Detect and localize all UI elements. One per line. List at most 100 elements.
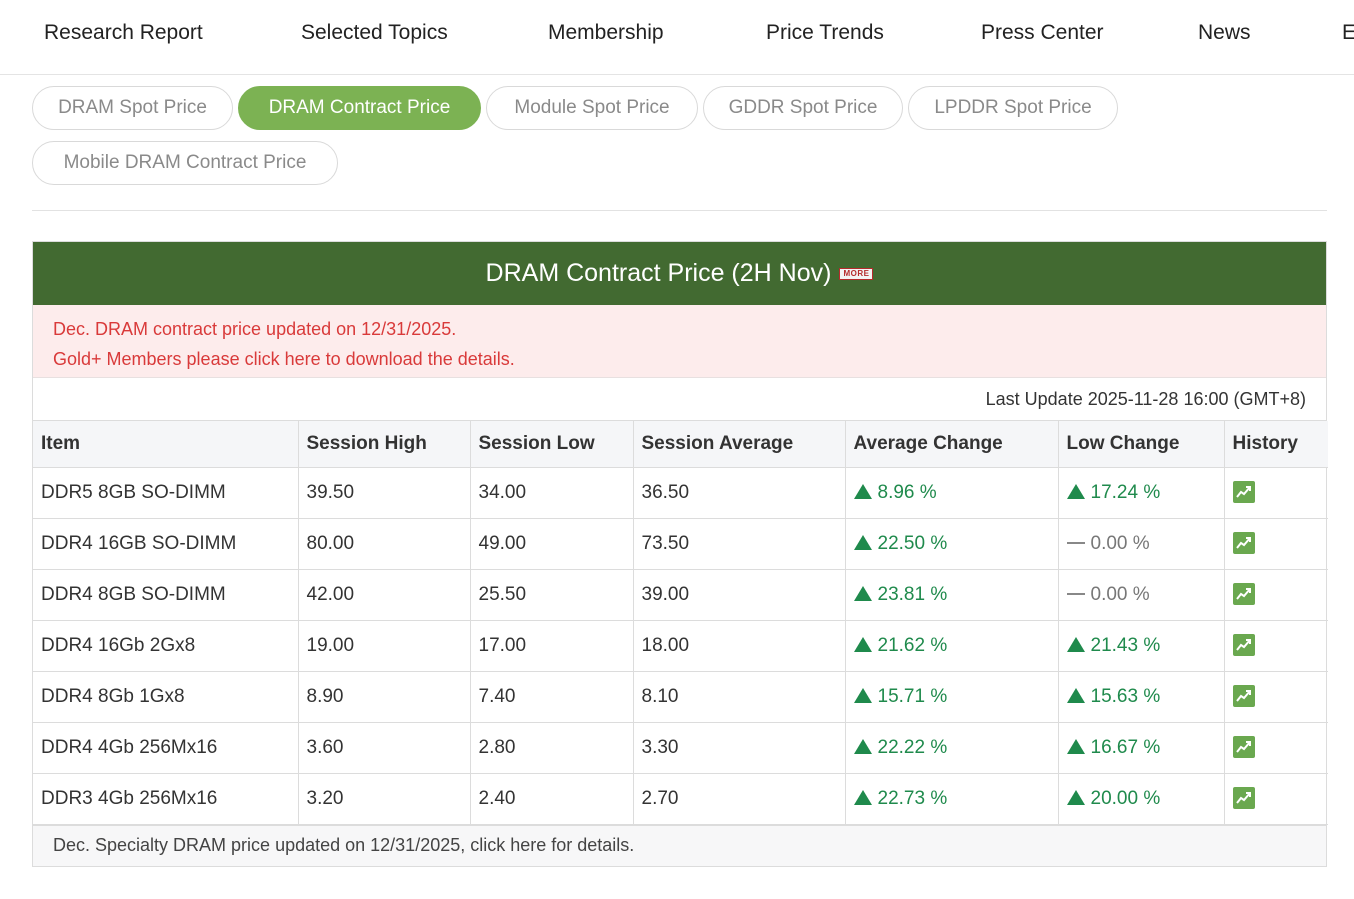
tab-mobile-dram-contract-price[interactable]: Mobile DRAM Contract Price [32,141,338,185]
cell-average-change-value: 23.81 % [877,583,948,605]
cell-item: DDR5 8GB SO-DIMM [33,467,299,519]
cell-history [1224,518,1328,570]
cell-average-change-value: 21.62 % [877,634,948,656]
flat-dash-icon [1066,541,1085,544]
cell-low-change: 0.00 % [1058,569,1225,621]
up-triangle-icon [1066,636,1085,652]
header-session-average: Session Average [633,421,846,468]
cell-session-average: 18.00 [633,620,846,672]
trend-chart-icon[interactable] [1232,634,1255,657]
tab-dram-contract-price[interactable]: DRAM Contract Price [238,86,481,130]
up-triangle-icon [1066,738,1085,754]
cell-session-average: 2.70 [633,773,846,825]
more-badge[interactable]: MORE [839,267,874,280]
nav-membership[interactable]: Membership [548,21,664,44]
cell-item: DDR4 4Gb 256Mx16 [33,722,299,774]
cell-low-change-value: 15.63 % [1090,685,1161,707]
table-row: DDR4 16GB SO-DIMM 80.00 49.00 73.50 22.50 % 0… [33,518,1328,570]
cell-low-change: 0.00 % [1058,518,1225,570]
trend-chart-icon[interactable] [1232,787,1255,810]
cell-average-change-value: 22.22 % [877,736,948,758]
cell-session-average: 39.00 [633,569,846,621]
nav-selected-topics[interactable]: Selected Topics [301,21,448,44]
table-header-row: Item Session High Session Low Session Av… [33,421,1328,468]
cell-item: DDR3 4Gb 256Mx16 [33,773,299,825]
cell-item: DDR4 16GB SO-DIMM [33,518,299,570]
trend-chart-icon[interactable] [1232,532,1255,555]
nav-research-report[interactable]: Research Report [44,21,203,44]
table-row: DDR4 16Gb 2Gx8 19.00 17.00 18.00 21.62 % 21.4… [33,620,1328,672]
up-triangle-icon [1066,687,1085,703]
cell-session-average: 3.30 [633,722,846,774]
trend-chart-icon[interactable] [1232,685,1255,708]
notice-line-1[interactable]: Dec. DRAM contract price updated on 12/3… [53,319,457,339]
cell-session-average: 36.50 [633,467,846,519]
nav-press-center[interactable]: Press Center [981,21,1104,44]
cell-average-change: 8.96 % [845,467,1059,519]
cell-session-high: 19.00 [298,620,471,672]
table-row: DDR3 4Gb 256Mx16 3.20 2.40 2.70 22.73 % 20.00… [33,773,1328,825]
tab-lpddr-spot-price[interactable]: LPDDR Spot Price [908,86,1118,130]
table-row: DDR4 8Gb 1Gx8 8.90 7.40 8.10 15.71 % 15.63 % [33,671,1328,723]
cell-session-high: 3.60 [298,722,471,774]
up-triangle-icon [853,789,872,805]
notice-line-2[interactable]: Gold+ Members please click here to downl… [53,349,515,369]
cell-history [1224,467,1328,519]
cell-low-change: 17.24 % [1058,467,1225,519]
nav-item-truncated[interactable]: E [1342,21,1354,45]
header-average-change: Average Change [845,421,1059,468]
cell-low-change-value: 17.24 % [1090,481,1161,503]
panel-header: DRAM Contract Price (2H Nov) MORE [33,242,1326,305]
cell-average-change-value: 15.71 % [877,685,948,707]
cell-session-low: 34.00 [470,467,634,519]
cell-low-change: 16.67 % [1058,722,1225,774]
cell-item: DDR4 8GB SO-DIMM [33,569,299,621]
up-triangle-icon [1066,483,1085,499]
cell-average-change: 22.22 % [845,722,1059,774]
nav-news[interactable]: News [1198,21,1251,44]
table-row: DDR4 8GB SO-DIMM 42.00 25.50 39.00 23.81 % 0.… [33,569,1328,621]
cell-average-change-value: 22.73 % [877,787,948,809]
cell-history [1224,722,1328,774]
cell-session-high: 8.90 [298,671,471,723]
cell-average-change-value: 8.96 % [877,481,937,503]
price-panel: DRAM Contract Price (2H Nov) MORE Dec. D… [32,241,1328,867]
up-triangle-icon [853,483,872,499]
up-triangle-icon [853,534,872,550]
cell-item: DDR4 16Gb 2Gx8 [33,620,299,672]
price-table: Item Session High Session Low Session Av… [33,421,1328,825]
trend-chart-icon[interactable] [1232,481,1255,504]
cell-low-change-value: 21.43 % [1090,634,1161,656]
cell-session-low: 2.80 [470,722,634,774]
cell-session-high: 39.50 [298,467,471,519]
cell-session-average: 73.50 [633,518,846,570]
table-row: DDR4 4Gb 256Mx16 3.60 2.80 3.30 22.22 % 16.67… [33,722,1328,774]
up-triangle-icon [1066,789,1085,805]
trend-chart-icon[interactable] [1232,736,1255,759]
up-triangle-icon [853,738,872,754]
tab-gddr-spot-price[interactable]: GDDR Spot Price [703,86,903,130]
cell-average-change: 23.81 % [845,569,1059,621]
specialty-dram-note[interactable]: Dec. Specialty DRAM price updated on 12/… [33,824,1326,866]
tab-module-spot-price[interactable]: Module Spot Price [486,86,698,130]
flat-dash-icon [1066,592,1085,595]
top-nav: Research Report Selected Topics Membersh… [0,0,1354,75]
cell-session-high: 3.20 [298,773,471,825]
nav-price-trends[interactable]: Price Trends [766,21,884,44]
cell-session-low: 2.40 [470,773,634,825]
cell-history [1224,671,1328,723]
cell-history [1224,569,1328,621]
header-item: Item [33,421,299,468]
cell-low-change-value: 0.00 % [1090,532,1150,554]
cell-session-average: 8.10 [633,671,846,723]
cell-average-change: 15.71 % [845,671,1059,723]
header-session-low: Session Low [470,421,634,468]
cell-low-change: 20.00 % [1058,773,1225,825]
cell-session-low: 25.50 [470,569,634,621]
cell-history [1224,620,1328,672]
cell-low-change-value: 20.00 % [1090,787,1161,809]
header-history: History [1224,421,1328,468]
tab-dram-spot-price[interactable]: DRAM Spot Price [32,86,233,130]
cell-session-low: 49.00 [470,518,634,570]
trend-chart-icon[interactable] [1232,583,1255,606]
